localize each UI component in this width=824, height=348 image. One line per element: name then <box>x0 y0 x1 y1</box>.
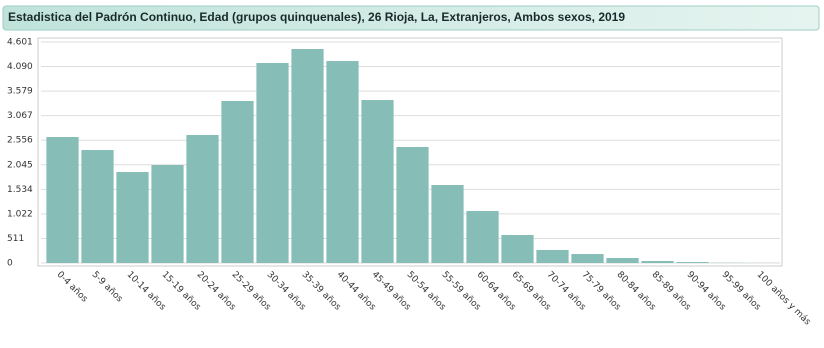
bar <box>256 63 288 263</box>
bar <box>676 262 708 263</box>
bar <box>151 165 183 263</box>
bar <box>116 172 148 263</box>
y-tick-label: 3.579 <box>7 87 33 97</box>
bar <box>361 100 393 263</box>
bar <box>186 135 218 263</box>
bar <box>536 250 568 263</box>
x-tick-label: 100 años y más <box>755 270 813 328</box>
bar <box>431 185 463 263</box>
bar <box>396 147 428 263</box>
bar <box>501 235 533 263</box>
bar <box>466 211 498 263</box>
bar <box>571 254 603 263</box>
x-tick-label: 0-4 años <box>55 270 90 305</box>
x-tick-label: 5-9 años <box>90 270 125 305</box>
y-tick-label: 511 <box>7 234 24 244</box>
bar <box>326 61 358 263</box>
bar <box>641 261 673 263</box>
bar <box>46 137 78 263</box>
y-tick-label: 2.556 <box>7 136 33 146</box>
y-tick-label: 0 <box>7 259 13 269</box>
y-tick-label: 2.045 <box>7 160 33 170</box>
bar <box>81 150 113 263</box>
bar <box>221 101 253 263</box>
y-tick-label: 4.090 <box>7 62 33 72</box>
y-tick-label: 4.601 <box>7 38 33 48</box>
y-tick-label: 1.534 <box>7 185 33 195</box>
bar <box>291 49 323 263</box>
y-tick-label: 1.022 <box>7 209 33 219</box>
y-tick-label: 3.067 <box>7 111 33 121</box>
bar <box>606 258 638 263</box>
chart-title: Estadistica del Padrón Continuo, Edad (g… <box>8 10 625 24</box>
